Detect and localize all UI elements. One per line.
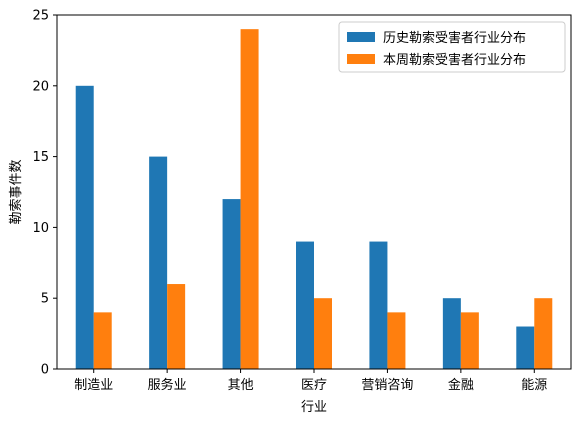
y-tick-label-3: 15 xyxy=(32,150,49,165)
bars-group xyxy=(75,29,553,370)
y-tick-label-2: 10 xyxy=(32,221,49,236)
bar-history-4 xyxy=(369,241,388,369)
y-tick-label-5: 25 xyxy=(32,9,49,24)
bar-history-2 xyxy=(222,199,241,369)
bar-week-3 xyxy=(314,298,332,369)
y-tick-label-0: 0 xyxy=(41,363,49,378)
x-tick-label-5: 金融 xyxy=(448,377,474,393)
x-tick-label-1: 服务业 xyxy=(148,377,187,393)
bar-week-2 xyxy=(240,29,259,369)
x-tick-label-6: 能源 xyxy=(521,378,547,393)
bar-history-3 xyxy=(296,241,314,369)
legend-box xyxy=(338,21,566,73)
bar-week-6 xyxy=(534,298,553,369)
legend-label-1: 本周勒索受害者行业分布 xyxy=(383,52,526,68)
bar-history-0 xyxy=(75,85,94,370)
y-axis-label: 勒索事件数 xyxy=(9,159,24,224)
x-tick-label-3: 医疗 xyxy=(301,378,327,393)
bar-week-4 xyxy=(387,312,406,369)
bar-history-5 xyxy=(442,298,461,369)
bar-history-1 xyxy=(149,156,168,369)
bar-week-5 xyxy=(460,312,479,369)
legend-label-0: 历史勒索受害者行业分布 xyxy=(383,30,526,46)
x-tick-label-4: 营销咨询 xyxy=(361,378,413,393)
x-axis-label: 行业 xyxy=(301,400,327,415)
y-tick-label-4: 20 xyxy=(32,79,49,94)
bar-week-0 xyxy=(93,312,112,369)
bar-week-1 xyxy=(167,284,186,369)
ticks-group: 0 5 10 15 20 25 制造业 服务业 其他 医疗 营销咨询 金融 能源 xyxy=(32,9,547,394)
x-tick-label-2: 其他 xyxy=(228,378,254,393)
y-tick-label-1: 5 xyxy=(41,292,49,307)
bar-history-6 xyxy=(516,326,535,369)
legend-swatch-1 xyxy=(347,54,375,64)
legend-swatch-0 xyxy=(347,32,375,42)
x-tick-label-0: 制造业 xyxy=(74,378,113,393)
